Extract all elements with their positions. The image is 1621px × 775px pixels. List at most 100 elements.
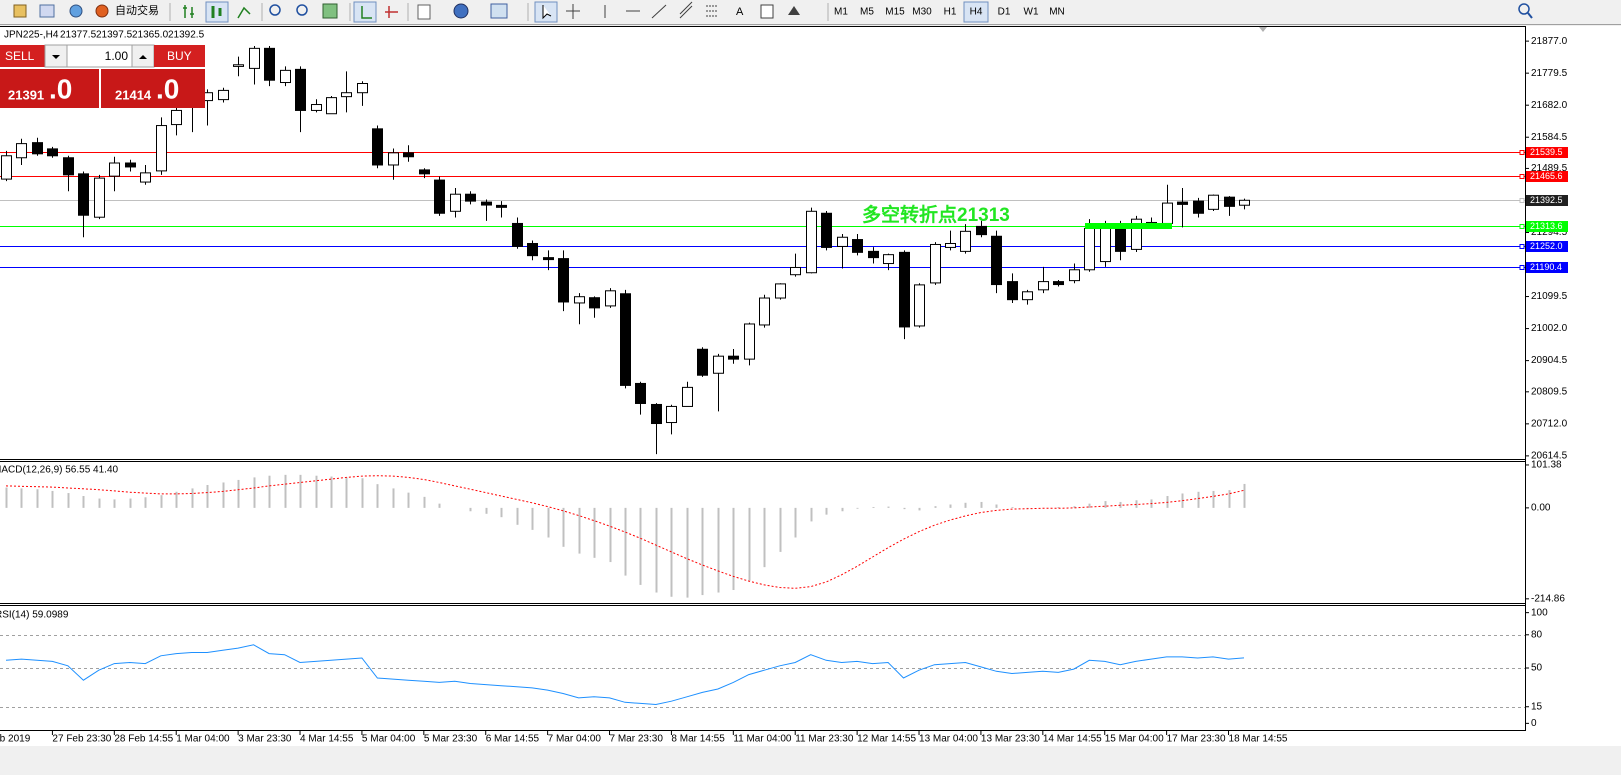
candle-icon[interactable] bbox=[211, 6, 222, 18]
autoscroll-icon[interactable] bbox=[361, 6, 372, 19]
chart-symbol: JPN225-,H4 bbox=[4, 30, 59, 41]
sell-price-big[interactable]: .0 bbox=[49, 73, 72, 104]
candle-body bbox=[388, 152, 399, 166]
candle-body bbox=[1162, 202, 1173, 224]
y-tick-label: 15 bbox=[1531, 701, 1543, 712]
y-tick-label: 21682.0 bbox=[1531, 100, 1568, 111]
pressed-button[interactable] bbox=[205, 1, 229, 23]
candle-body bbox=[264, 47, 275, 81]
y-tick-label: 21002.0 bbox=[1531, 323, 1568, 334]
candle-body bbox=[527, 242, 538, 257]
candle-body bbox=[960, 230, 971, 252]
x-tick-label: 13 Mar 23:30 bbox=[981, 734, 1040, 745]
buy-label[interactable]: BUY bbox=[167, 49, 192, 63]
level-label: 21190.4 bbox=[1530, 262, 1562, 272]
timeframe[interactable]: M5 bbox=[860, 7, 874, 18]
icon[interactable] bbox=[69, 4, 83, 18]
timeframe[interactable]: D1 bbox=[998, 7, 1011, 18]
x-tick-label: 28 Feb 14:55 bbox=[114, 734, 173, 745]
candle-body bbox=[125, 162, 136, 168]
template-icon[interactable] bbox=[490, 3, 508, 19]
candle-body bbox=[372, 128, 383, 166]
indicator-icon[interactable] bbox=[417, 4, 431, 20]
x-tick-label: Feb 2019 bbox=[0, 734, 31, 745]
candle-body bbox=[357, 83, 368, 94]
zoom-out-icon[interactable] bbox=[296, 4, 308, 16]
candle-body bbox=[1100, 224, 1111, 263]
auto-trade-label[interactable]: 自动交易 bbox=[115, 3, 159, 17]
buy-price[interactable]: 21414 bbox=[115, 87, 152, 102]
candle-body bbox=[1, 155, 12, 180]
arrow bbox=[139, 55, 147, 59]
text-tool[interactable]: A bbox=[736, 6, 744, 18]
label-icon[interactable] bbox=[760, 4, 774, 19]
candle-body bbox=[171, 109, 182, 126]
ohlc-info: 21377.5 21397.5 21365.0 21392.5 bbox=[60, 30, 205, 41]
buy-price-big[interactable]: .0 bbox=[156, 73, 179, 104]
candle-body bbox=[16, 143, 27, 159]
plot bbox=[0, 46, 1525, 708]
icon[interactable] bbox=[39, 4, 55, 18]
zoom-in-icon[interactable] bbox=[269, 4, 281, 16]
candle-body bbox=[295, 68, 306, 111]
shift-icon[interactable] bbox=[385, 6, 398, 18]
x-tick-label: 1 Mar 04:00 bbox=[176, 734, 230, 745]
candle-body bbox=[759, 297, 770, 326]
candle-body bbox=[1007, 281, 1018, 301]
candle-body bbox=[991, 235, 1002, 286]
sell-button[interactable] bbox=[0, 45, 45, 67]
auto-trade-icon[interactable] bbox=[95, 4, 109, 18]
y-tick-label: -214.86 bbox=[1531, 593, 1565, 604]
y-tick-label: 21294.5 bbox=[1531, 227, 1568, 238]
timeframe[interactable]: MN bbox=[1049, 7, 1065, 18]
crosshair-icon[interactable] bbox=[566, 4, 580, 19]
candle-body bbox=[419, 169, 430, 175]
buy-price-box[interactable] bbox=[101, 69, 205, 108]
icon[interactable] bbox=[13, 4, 27, 18]
candle-body bbox=[883, 254, 894, 265]
line-icon[interactable] bbox=[237, 6, 251, 19]
lots-value[interactable]: 1.00 bbox=[105, 49, 129, 63]
sell-price-box[interactable] bbox=[0, 69, 99, 108]
cursor-icon[interactable] bbox=[542, 5, 552, 20]
period-icon[interactable] bbox=[453, 3, 469, 19]
timeframe[interactable]: M30 bbox=[912, 7, 932, 18]
x-tick-label: 12 Mar 14:55 bbox=[857, 734, 916, 745]
candle-body bbox=[1177, 201, 1188, 205]
timeframe[interactable]: M15 bbox=[885, 7, 905, 18]
candle-body bbox=[465, 193, 476, 202]
candle-body bbox=[1193, 200, 1204, 214]
sell-price[interactable]: 21391 bbox=[8, 87, 44, 102]
timeframe[interactable]: H4 bbox=[970, 7, 983, 18]
level-label-bg bbox=[1526, 262, 1568, 273]
candle-body bbox=[311, 104, 322, 111]
candle-body bbox=[450, 193, 461, 212]
x-tick-label: 11 Mar 23:30 bbox=[795, 734, 854, 745]
tile-icon[interactable] bbox=[322, 3, 338, 19]
level-label-bg bbox=[1526, 195, 1568, 206]
search-icon[interactable] bbox=[1518, 3, 1530, 15]
timeframe[interactable]: H1 bbox=[944, 7, 957, 18]
trendline-icon[interactable] bbox=[651, 4, 667, 19]
fibo-icon[interactable] bbox=[706, 5, 718, 17]
pressed-button[interactable] bbox=[353, 1, 377, 23]
candle-body bbox=[635, 382, 646, 404]
level-label-bg bbox=[1526, 241, 1568, 252]
candle-body bbox=[1069, 269, 1080, 282]
candle-body bbox=[1131, 218, 1142, 250]
y-tick-label: 21099.5 bbox=[1531, 291, 1568, 302]
bar-chart-icon[interactable] bbox=[183, 5, 194, 18]
timeframe[interactable]: M1 bbox=[834, 7, 848, 18]
x-tick-label: 5 Mar 23:30 bbox=[424, 734, 478, 745]
active-timeframe[interactable] bbox=[963, 1, 989, 23]
buy-button[interactable] bbox=[154, 45, 205, 67]
candle-body bbox=[914, 284, 925, 327]
channel-icon[interactable] bbox=[679, 1, 693, 19]
candle-body bbox=[868, 250, 879, 259]
candle-body bbox=[341, 92, 352, 98]
sell-label[interactable]: SELL bbox=[5, 49, 35, 63]
timeframe[interactable]: W1 bbox=[1024, 7, 1039, 18]
arrow-icon[interactable] bbox=[788, 6, 800, 15]
x-tick-label: 7 Mar 23:30 bbox=[610, 734, 664, 745]
